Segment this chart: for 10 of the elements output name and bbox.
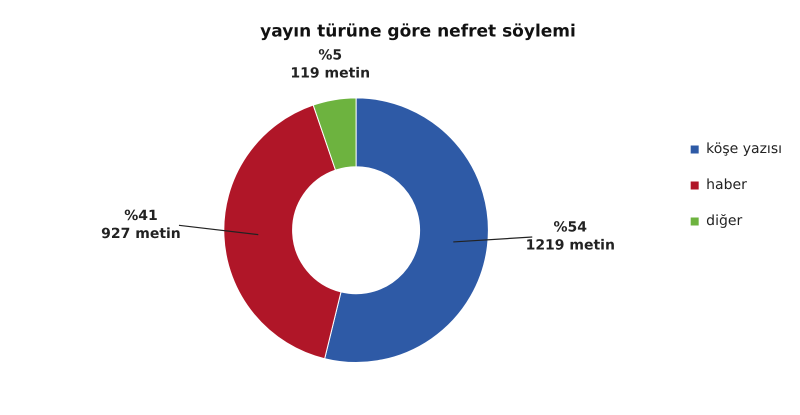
text: %54 (554, 220, 588, 236)
chart-title: yayın türüne göre nefret söylemi (260, 22, 576, 42)
data-label: 927 metin (101, 226, 181, 242)
text: %41 (124, 208, 158, 224)
legend-label: haber (706, 177, 748, 194)
legend-label: diğer (706, 213, 742, 230)
data-label: 119 metin (290, 66, 370, 82)
text: %5 (318, 48, 342, 64)
legend-label: köşe yazısı (706, 141, 782, 158)
data-label: 1219 metin (526, 238, 615, 254)
